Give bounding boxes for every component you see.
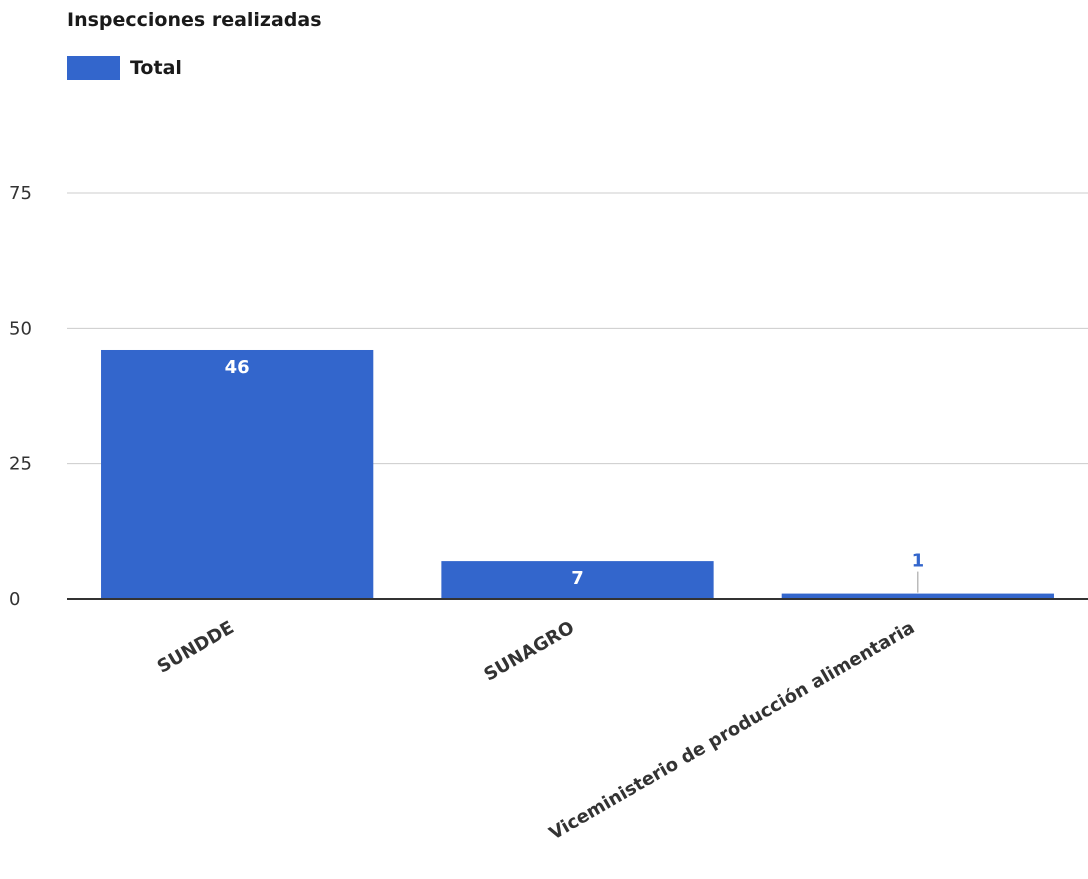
y-tick-label: 0 [9,589,20,610]
legend[interactable]: Total [67,55,182,81]
data-label: 7 [571,568,584,589]
bar[interactable] [101,349,374,599]
legend-label: Total [130,57,182,79]
y-tick-label: 75 [9,183,32,204]
y-tick-label: 25 [9,454,32,475]
y-axis-ticks: 0 25 50 75 [9,183,32,610]
x-tick-label: SUNAGRO [480,617,578,685]
chart-title: Inspecciones realizadas [67,9,322,31]
data-labels: 46 7 1 [225,357,924,593]
bar[interactable] [781,593,1054,599]
bar[interactable] [441,561,714,599]
x-tick-label: SUNDDE [154,617,238,678]
y-tick-label: 50 [9,318,32,339]
legend-swatch [67,56,120,80]
x-tick-label: Viceministerio de producción alimentaria [546,617,919,844]
bars [101,349,1054,599]
data-label: 46 [225,357,250,378]
data-label: 1 [912,551,925,572]
